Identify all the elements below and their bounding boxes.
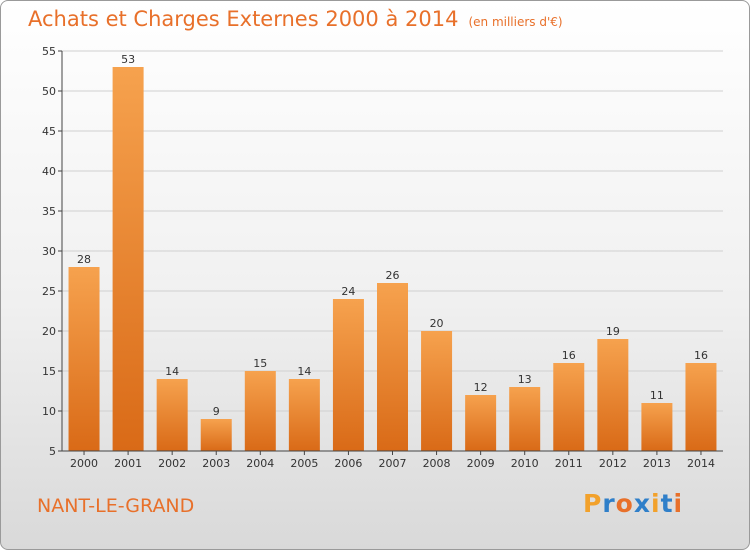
y-tick-label: 35: [42, 205, 56, 218]
y-tick-label: 20: [42, 325, 56, 338]
commune-name: NANT-LE-GRAND: [37, 495, 195, 517]
x-tick-label: 2001: [114, 457, 142, 470]
bar: [112, 67, 144, 451]
x-tick-label: 2005: [290, 457, 318, 470]
data-label: 19: [606, 325, 620, 338]
logo-letter: i: [673, 489, 684, 518]
x-tick-label: 2008: [423, 457, 451, 470]
chart-units: (en milliers d'€): [468, 15, 563, 29]
data-label: 24: [341, 285, 355, 298]
x-tick-label: 2004: [246, 457, 274, 470]
data-label: 53: [121, 53, 135, 66]
data-label: 28: [77, 253, 91, 266]
y-tick-label: 25: [42, 285, 56, 298]
x-tick-label: 2009: [467, 457, 495, 470]
x-tick-label: 2014: [687, 457, 715, 470]
bar: [288, 379, 320, 451]
data-label: 20: [430, 317, 444, 330]
bar: [332, 299, 364, 451]
y-tick-label: 10: [42, 405, 56, 418]
bar: [641, 403, 673, 451]
data-label: 14: [165, 365, 179, 378]
data-label: 14: [297, 365, 311, 378]
data-label: 26: [386, 269, 400, 282]
chart-title: Achats et Charges Externes 2000 à 2014: [28, 7, 459, 31]
bar: [509, 387, 541, 451]
proxiti-logo: Proxiti: [583, 489, 683, 518]
bar: [421, 331, 453, 451]
bar: [68, 267, 100, 451]
y-tick-label: 50: [42, 85, 56, 98]
data-label: 16: [694, 349, 708, 362]
x-tick-label: 2000: [70, 457, 98, 470]
data-label: 12: [474, 381, 488, 394]
data-label: 13: [518, 373, 532, 386]
title-row: Achats et Charges Externes 2000 à 2014 (e…: [28, 7, 563, 31]
logo-letter: x: [633, 489, 651, 518]
data-label: 11: [650, 389, 664, 402]
x-tick-label: 2010: [511, 457, 539, 470]
bar: [597, 339, 629, 451]
logo-letter: i: [651, 489, 661, 518]
bar: [200, 419, 232, 451]
y-tick-label: 55: [42, 45, 56, 58]
y-tick-label: 30: [42, 245, 56, 258]
x-tick-label: 2003: [202, 457, 230, 470]
bar: [156, 379, 188, 451]
logo-letter: t: [660, 489, 674, 518]
y-tick-label: 15: [42, 365, 56, 378]
bar: [685, 363, 717, 451]
data-label: 9: [213, 405, 220, 418]
data-label: 16: [562, 349, 576, 362]
logo-letter: r: [602, 489, 616, 518]
x-tick-label: 2012: [599, 457, 627, 470]
y-tick-label: 5: [49, 445, 56, 458]
data-label: 15: [253, 357, 267, 370]
bar: [377, 283, 408, 451]
bar: [244, 371, 276, 451]
y-tick-label: 40: [42, 165, 56, 178]
x-tick-label: 2002: [158, 457, 186, 470]
logo-letter: o: [615, 489, 634, 518]
x-tick-label: 2011: [555, 457, 583, 470]
bar: [553, 363, 585, 451]
bar: [465, 395, 497, 451]
y-tick-label: 45: [42, 125, 56, 138]
logo-letter: P: [583, 489, 603, 518]
x-tick-label: 2006: [334, 457, 362, 470]
x-tick-label: 2013: [643, 457, 671, 470]
x-tick-label: 2007: [379, 457, 407, 470]
